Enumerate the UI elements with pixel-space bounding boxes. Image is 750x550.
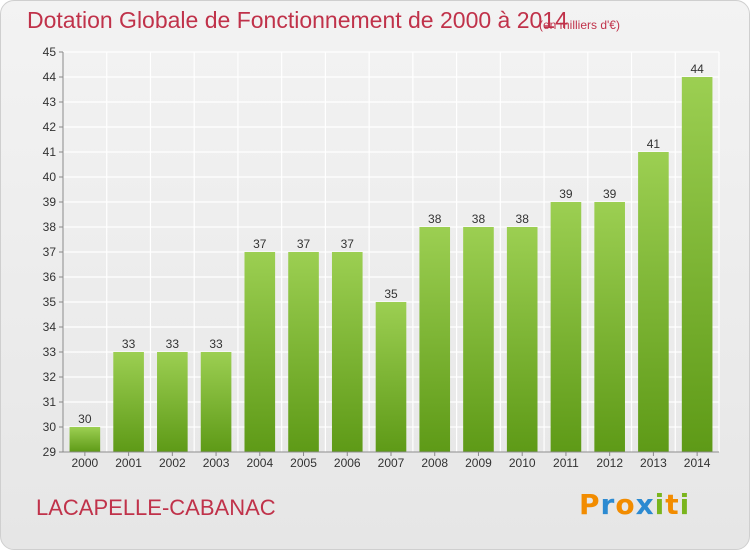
x-tick-label: 2013 [640,456,667,470]
x-tick-label: 2005 [290,456,317,470]
data-label: 35 [384,287,398,301]
y-tick-label: 44 [43,70,57,84]
y-tick-label: 37 [43,245,57,259]
y-tick-label: 36 [43,270,57,284]
commune-name: LACAPELLE-CABANAC [36,495,276,520]
logo-letter: P [579,488,601,521]
y-tick-label: 40 [43,170,57,184]
y-tick-label: 34 [43,320,57,334]
logo-letter: i [654,488,666,521]
y-tick-label: 38 [43,220,57,234]
bar [681,77,713,452]
x-tick-label: 2004 [246,456,273,470]
bar [463,227,494,452]
bar [594,202,625,452]
x-tick-label: 2006 [334,456,361,470]
x-tick-label: 2003 [203,456,230,470]
y-tick-label: 32 [43,370,57,384]
x-tick-label: 2007 [378,456,405,470]
x-tick-label: 2001 [115,456,142,470]
x-tick-label: 2002 [159,456,186,470]
x-tick-label: 2000 [72,456,99,470]
data-label: 33 [209,337,223,351]
data-label: 33 [122,337,136,351]
logo-letter: t [665,488,680,521]
bar [419,227,451,452]
x-tick-label: 2012 [596,456,623,470]
logo-letter: r [600,488,616,521]
bar [331,252,363,452]
chart-subtitle: (en milliers d'€) [539,18,620,32]
data-label: 37 [341,237,355,251]
bar [200,352,232,452]
x-tick-label: 2011 [553,456,579,470]
y-tick-label: 39 [43,195,57,209]
bar [113,352,144,452]
y-tick-label: 35 [43,295,57,309]
x-tick-label: 2009 [465,456,492,470]
y-tick-label: 31 [43,395,57,409]
y-tick-label: 42 [43,120,57,134]
bar [288,252,319,452]
x-tick-label: 2008 [421,456,448,470]
bar [244,252,276,452]
data-label: 38 [472,212,486,226]
data-label: 37 [253,237,267,251]
y-tick-label: 29 [43,445,57,459]
data-label: 39 [603,187,617,201]
bar [375,302,407,452]
data-label: 38 [516,212,530,226]
data-label: 33 [166,337,180,351]
y-tick-label: 41 [43,145,57,159]
logo-letter: i [679,488,691,521]
x-tick-label: 2014 [684,456,711,470]
data-label: 37 [297,237,311,251]
bar [550,202,582,452]
y-tick-label: 30 [43,420,57,434]
proxiti-logo: Proxiti [579,488,690,521]
bar [506,227,538,452]
data-label: 39 [559,187,573,201]
chart-title: Dotation Globale de Fonctionnement de 20… [27,7,568,33]
logo-letter: o [615,488,636,521]
bar [69,427,101,452]
y-tick-label: 43 [43,95,57,109]
data-label: 44 [690,62,704,76]
y-tick-label: 33 [43,345,57,359]
bar [157,352,188,452]
data-label: 41 [647,137,661,151]
y-tick-label: 45 [43,45,57,59]
axes: 29 30 31 32 33 34 35 36 37 38 39 40 41 42 43 44 45 2000 20… [43,45,719,470]
logo-letter: x [635,488,655,521]
x-tick-label: 2010 [509,456,536,470]
data-label: 38 [428,212,442,226]
bars: 30 33 33 33 37 37 37 35 38 38 38 39 39 41 44 [69,62,713,452]
bar [638,152,669,452]
data-label: 30 [78,412,92,426]
